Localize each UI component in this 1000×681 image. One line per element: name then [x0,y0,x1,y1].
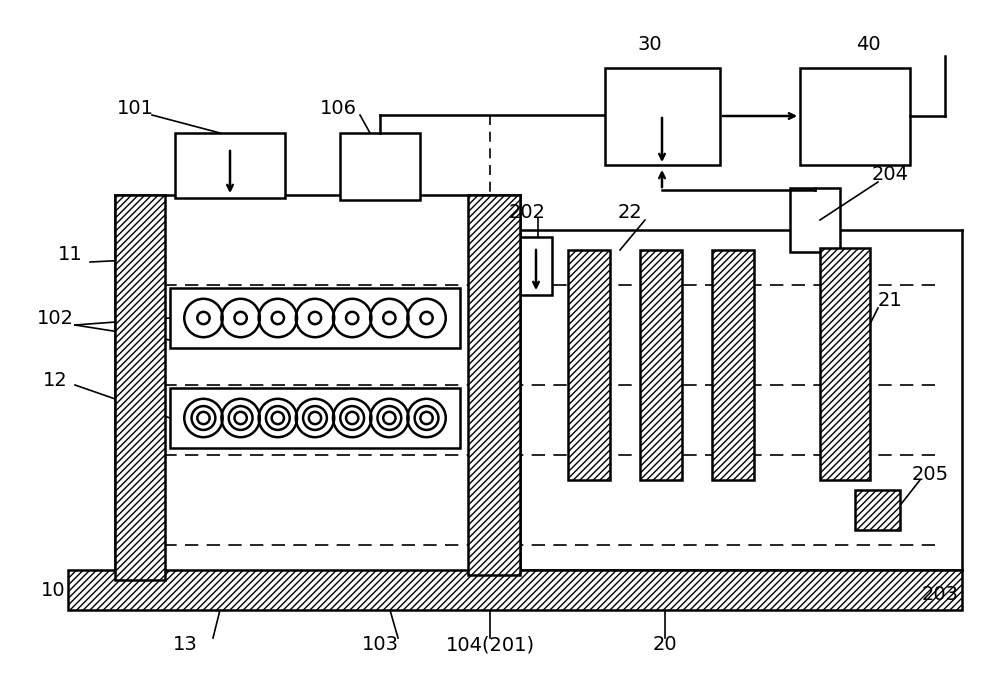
Text: 12: 12 [43,370,67,390]
Bar [640,250,682,480]
Text: 205: 205 [911,466,949,484]
Bar [520,237,552,295]
Text: 21: 21 [878,291,902,309]
Text: 104(201): 104(201) [445,635,535,654]
Text: 22: 22 [618,204,642,223]
Bar [340,133,420,200]
Bar [68,570,962,610]
Text: 11: 11 [58,245,82,264]
Text: 202: 202 [509,204,546,223]
Bar [790,188,840,252]
Text: 20: 20 [653,635,677,654]
Bar [820,248,870,480]
Text: 13: 13 [173,635,197,654]
Text: 101: 101 [116,99,154,118]
Text: 102: 102 [36,308,74,328]
Bar [855,490,900,530]
Text: 106: 106 [320,99,356,118]
Text: 103: 103 [362,635,398,654]
Text: 10: 10 [41,580,65,599]
Bar [170,288,460,348]
Bar [170,388,460,448]
Text: 204: 204 [872,165,908,185]
Bar [605,68,720,165]
Bar [468,195,520,575]
Bar [175,133,285,198]
Text: 40: 40 [856,35,880,54]
Bar [712,250,754,480]
Text: 203: 203 [922,586,958,605]
Bar [568,250,610,480]
Text: 30: 30 [638,35,662,54]
Bar [800,68,910,165]
Bar [115,195,165,580]
